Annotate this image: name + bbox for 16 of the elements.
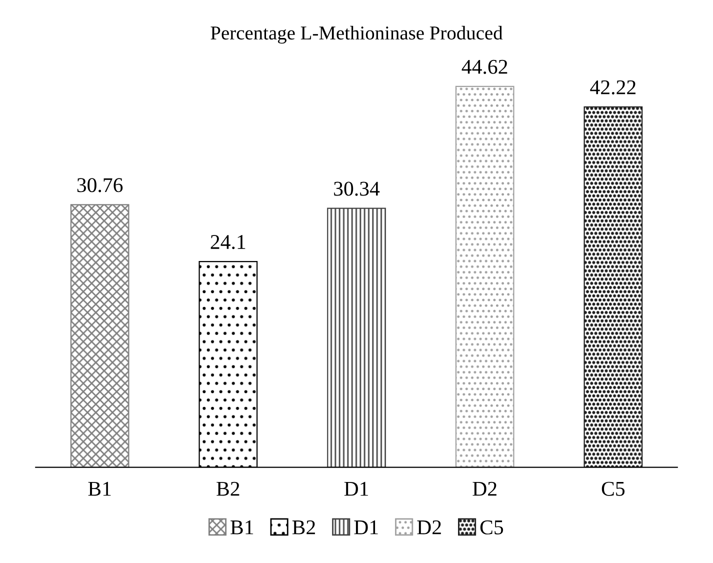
data-label: 44.62 [462, 60, 508, 74]
data-label: 30.34 [334, 182, 380, 196]
data-label: 42.22 [590, 80, 636, 94]
x-tick-label: D2 [472, 482, 496, 496]
data-label: 30.76 [77, 178, 123, 192]
legend-label: B2 [292, 520, 315, 534]
legend-label: C5 [480, 520, 504, 534]
x-tick-label: D1 [344, 482, 368, 496]
legend-label: D1 [354, 520, 378, 534]
legend-label: D2 [417, 520, 441, 534]
chart-title: Percentage L-Methioninase Produced [210, 26, 503, 44]
legend-label: B1 [230, 520, 254, 534]
x-tick-label: B1 [88, 482, 111, 496]
x-tick-label: C5 [602, 482, 625, 496]
x-tick-label: B2 [216, 482, 240, 496]
data-label: 24.1 [210, 235, 246, 250]
